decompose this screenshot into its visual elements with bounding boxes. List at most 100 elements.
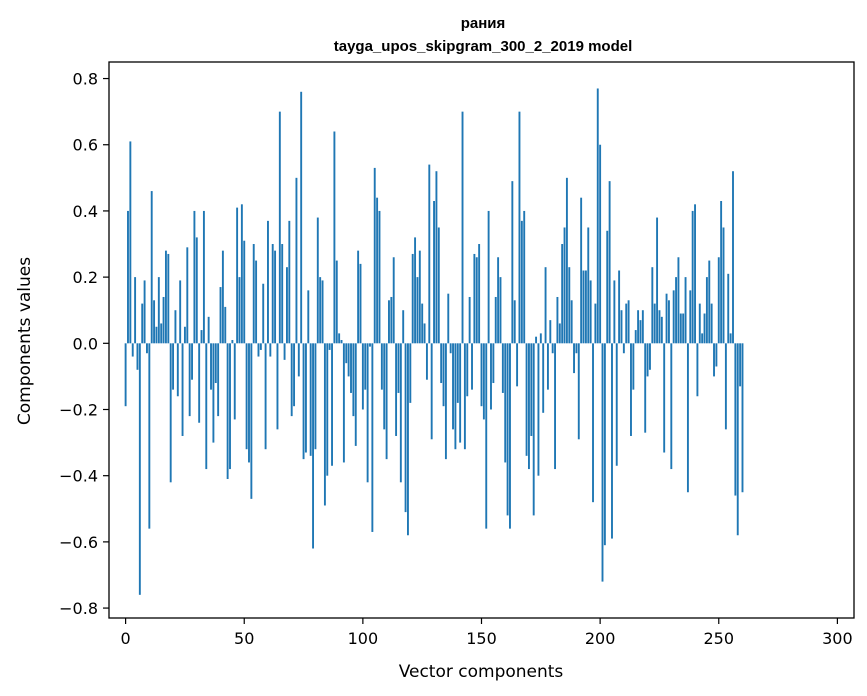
bar-37 xyxy=(212,343,215,443)
bar-193 xyxy=(582,270,585,344)
bar-132 xyxy=(437,227,440,344)
bar-97 xyxy=(354,343,357,446)
bar-206 xyxy=(613,280,616,344)
bar-167 xyxy=(520,220,523,344)
bar-106 xyxy=(376,197,379,344)
bar-20 xyxy=(172,343,175,390)
bar-255 xyxy=(729,333,732,344)
bar-133 xyxy=(440,343,443,384)
bar-184 xyxy=(561,244,564,344)
bar-136 xyxy=(447,293,450,344)
bar-9 xyxy=(146,343,148,354)
bar-192 xyxy=(580,197,583,344)
bar-187 xyxy=(568,267,571,344)
bar-66 xyxy=(281,244,284,344)
bar-213 xyxy=(630,343,632,436)
bar-93 xyxy=(345,343,348,364)
bar-159 xyxy=(501,343,504,393)
y-tick-label: −0.8 xyxy=(59,599,98,618)
bar-207 xyxy=(615,343,618,466)
bar-29 xyxy=(193,210,196,344)
bar-210 xyxy=(622,343,625,354)
bar-258 xyxy=(736,343,739,536)
bar-182 xyxy=(556,296,559,344)
bar-32 xyxy=(200,330,203,344)
bar-65 xyxy=(278,111,281,344)
bar-161 xyxy=(506,343,509,516)
bar-80 xyxy=(314,343,317,450)
bar-28 xyxy=(191,343,193,380)
bar-146 xyxy=(471,343,473,390)
bar-99 xyxy=(359,263,362,344)
bar-124 xyxy=(418,250,421,344)
bar-13 xyxy=(155,326,158,344)
y-tick-label: 0.0 xyxy=(73,334,98,353)
bar-211 xyxy=(625,303,628,344)
bar-191 xyxy=(577,343,580,440)
bar-209 xyxy=(620,310,623,344)
bar-185 xyxy=(563,227,566,344)
bar-227 xyxy=(663,343,666,453)
bar-233 xyxy=(677,257,680,344)
bar-8 xyxy=(143,280,146,344)
bar-166 xyxy=(518,111,521,344)
bar-140 xyxy=(456,343,459,403)
bar-143 xyxy=(463,343,466,450)
bar-178 xyxy=(546,343,549,390)
bar-1 xyxy=(127,210,129,344)
bar-75 xyxy=(302,343,305,460)
bar-14 xyxy=(157,277,160,344)
bar-154 xyxy=(490,343,492,410)
bar-220 xyxy=(646,343,649,377)
bar-239 xyxy=(691,210,694,344)
bar-222 xyxy=(651,267,654,344)
bar-195 xyxy=(587,227,590,344)
bar-81 xyxy=(316,217,319,344)
bar-121 xyxy=(411,253,414,344)
bar-247 xyxy=(710,303,713,344)
bar-246 xyxy=(708,260,711,344)
bar-131 xyxy=(435,171,438,344)
bar-169 xyxy=(525,343,528,456)
bar-68 xyxy=(286,267,288,344)
bar-39 xyxy=(217,343,220,417)
bar-61 xyxy=(269,343,272,357)
bar-126 xyxy=(423,323,426,344)
bar-83 xyxy=(321,280,324,344)
bar-120 xyxy=(409,343,412,403)
bar-172 xyxy=(532,343,535,516)
bar-141 xyxy=(459,343,462,443)
bar-112 xyxy=(390,296,393,344)
bar-177 xyxy=(544,267,547,344)
bar-160 xyxy=(504,343,507,463)
bar-25 xyxy=(183,326,186,344)
bar-128 xyxy=(428,164,431,344)
bar-170 xyxy=(528,343,530,470)
bar-43 xyxy=(226,343,229,479)
bar-229 xyxy=(667,300,670,344)
bar-4 xyxy=(134,277,137,344)
bar-111 xyxy=(388,300,390,344)
chart-subtitle: tayga_upos_skipgram_300_2_2019 model xyxy=(334,38,633,55)
bar-259 xyxy=(739,343,742,387)
bar-190 xyxy=(575,343,578,354)
bar-87 xyxy=(331,343,333,466)
bar-16 xyxy=(162,296,165,344)
bar-109 xyxy=(383,343,386,430)
bar-105 xyxy=(373,167,376,344)
bar-110 xyxy=(385,343,388,460)
bar-242 xyxy=(698,303,701,344)
bar-18 xyxy=(167,253,170,344)
bar-164 xyxy=(513,300,516,344)
bar-91 xyxy=(340,340,343,344)
bar-226 xyxy=(660,316,663,344)
bar-54 xyxy=(252,244,255,344)
bar-223 xyxy=(653,303,656,344)
bar-202 xyxy=(603,343,606,546)
bar-51 xyxy=(245,343,248,450)
y-tick-label: 0.2 xyxy=(73,268,98,287)
bar-86 xyxy=(328,343,331,350)
bar-69 xyxy=(288,220,291,344)
bar-217 xyxy=(639,320,642,344)
bar-84 xyxy=(323,343,326,506)
